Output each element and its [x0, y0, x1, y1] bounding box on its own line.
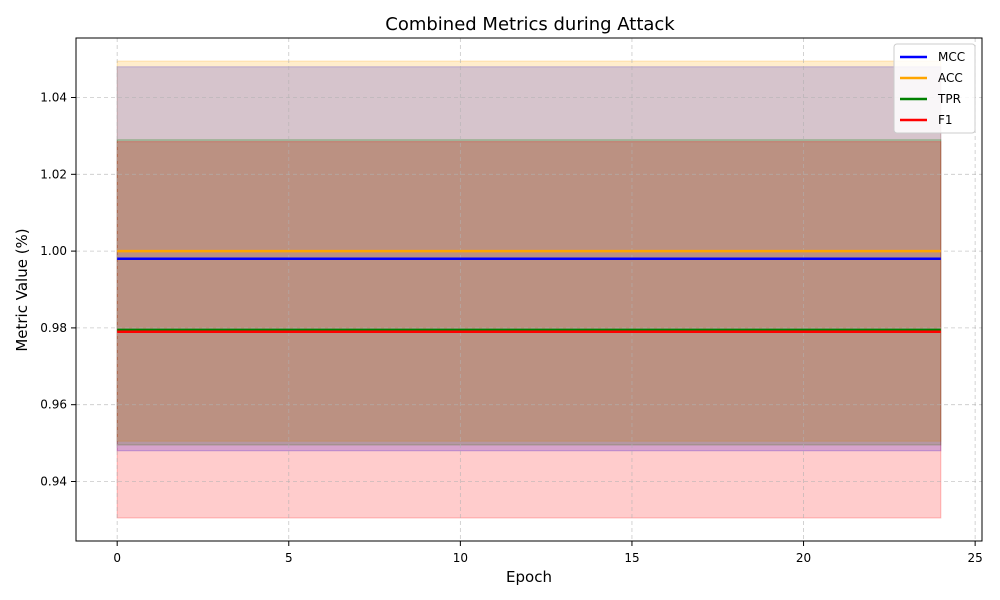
- legend-label-f1: F1: [938, 113, 953, 127]
- x-tick-label: 0: [113, 551, 121, 565]
- series-lines: [117, 249, 941, 333]
- y-tick-label: 0.94: [40, 474, 67, 488]
- y-tick-label: 0.98: [40, 321, 67, 335]
- legend-label-acc: ACC: [938, 71, 963, 85]
- plot-frame: [75, 37, 983, 542]
- x-tick-label: 10: [453, 551, 468, 565]
- legend: MCC ACC TPR F1: [893, 43, 976, 134]
- legend-box: [893, 43, 976, 134]
- legend-label-mcc: MCC: [938, 50, 965, 64]
- x-axis-ticks: 0 5 10 15 20 25: [113, 541, 983, 565]
- y-tick-label: 1.04: [40, 91, 67, 105]
- chart-title: Combined Metrics during Attack: [385, 14, 675, 35]
- x-tick-label: 20: [796, 551, 811, 565]
- y-tick-label: 0.96: [40, 398, 67, 412]
- x-tick-label: 25: [967, 551, 982, 565]
- x-tick-label: 5: [285, 551, 293, 565]
- y-axis-label: Metric Value (%): [13, 228, 31, 351]
- y-tick-label: 1.02: [40, 167, 67, 181]
- x-tick-label: 15: [624, 551, 639, 565]
- y-axis-ticks: 0.94 0.96 0.98 1.00 1.02 1.04: [40, 91, 76, 488]
- confidence-bands: [116, 60, 942, 519]
- legend-label-tpr: TPR: [937, 92, 961, 106]
- y-tick-label: 1.00: [40, 244, 67, 258]
- x-axis-label: Epoch: [506, 568, 552, 586]
